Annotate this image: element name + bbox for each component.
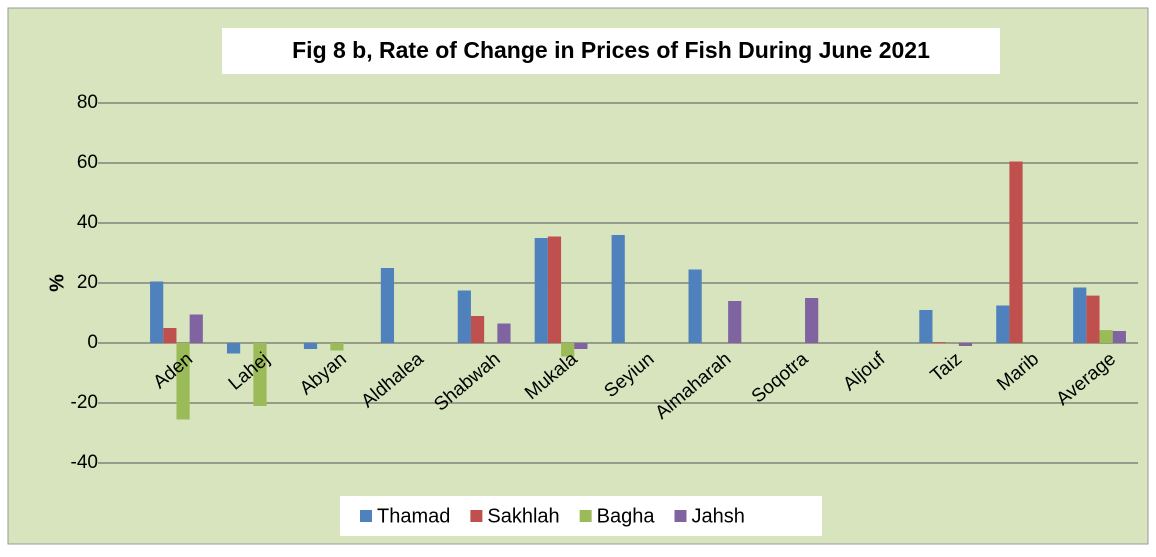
chart-title: Fig 8 b, Rate of Change in Prices of Fis… bbox=[292, 37, 930, 63]
legend-label: Sakhlah bbox=[487, 505, 559, 527]
bar bbox=[805, 298, 818, 343]
legend-swatch bbox=[470, 510, 482, 522]
legend-swatch bbox=[675, 510, 687, 522]
y-tick-label: 40 bbox=[77, 212, 98, 233]
bar bbox=[959, 343, 972, 346]
bar bbox=[574, 343, 587, 349]
bar bbox=[150, 282, 163, 344]
bar bbox=[548, 237, 561, 344]
bar bbox=[1100, 330, 1113, 343]
bar bbox=[471, 316, 484, 343]
bar bbox=[612, 235, 625, 343]
legend-label: Jahsh bbox=[692, 505, 745, 527]
bar bbox=[1113, 331, 1126, 343]
bar bbox=[458, 291, 471, 344]
bar bbox=[1086, 296, 1099, 343]
bar bbox=[190, 315, 203, 344]
y-tick-label: 60 bbox=[77, 152, 98, 173]
y-tick-label: 20 bbox=[77, 272, 98, 293]
bar bbox=[497, 324, 510, 344]
bar bbox=[689, 270, 702, 344]
y-tick-label: 0 bbox=[87, 332, 98, 353]
bar bbox=[163, 328, 176, 343]
legend-swatch bbox=[580, 510, 592, 522]
y-tick-label: -20 bbox=[71, 392, 98, 413]
y-tick-label: -40 bbox=[71, 452, 98, 473]
bar bbox=[919, 310, 932, 343]
bar bbox=[728, 301, 741, 343]
legend-swatch bbox=[360, 510, 372, 522]
bar bbox=[1073, 288, 1086, 344]
bar bbox=[381, 268, 394, 343]
bar bbox=[996, 306, 1009, 344]
bar bbox=[304, 343, 317, 349]
y-axis-label: % bbox=[46, 274, 68, 292]
legend-label: Thamad bbox=[377, 505, 450, 527]
bar bbox=[227, 343, 240, 354]
bar bbox=[932, 342, 945, 343]
bar bbox=[535, 238, 548, 343]
bar bbox=[1009, 162, 1022, 344]
y-tick-label: 80 bbox=[77, 92, 98, 113]
legend-label: Bagha bbox=[597, 505, 656, 527]
